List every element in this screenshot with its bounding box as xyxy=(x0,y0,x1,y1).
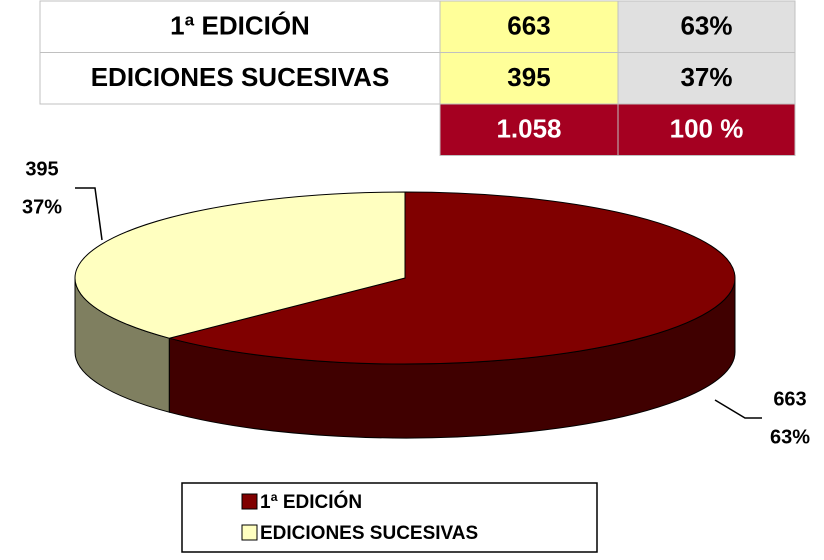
table-cell xyxy=(439,0,619,53)
total-cell xyxy=(617,103,796,156)
total-cell xyxy=(439,103,619,156)
table-cell xyxy=(617,0,796,53)
data-label: 395 xyxy=(25,158,58,180)
data-label: 663 xyxy=(773,388,806,410)
cell-text: 395 xyxy=(507,62,550,92)
legend-label: 1ª EDICIÓN xyxy=(260,491,362,513)
slice xyxy=(74,191,406,339)
table-cell xyxy=(39,52,441,105)
slice xyxy=(167,191,736,365)
table-cell xyxy=(39,0,441,53)
leader-line xyxy=(75,187,103,241)
cell-text: EDICIONES SUCESIVAS xyxy=(91,62,390,92)
table-cell xyxy=(439,52,619,105)
legend-swatch xyxy=(241,524,258,541)
cell-text: 63% xyxy=(680,11,732,41)
total-text: 100 % xyxy=(670,114,744,144)
legend-label: EDICIONES SUCESIVAS xyxy=(260,523,478,544)
cell-text: 37% xyxy=(680,62,732,92)
leader-line xyxy=(714,399,762,419)
percent-label: 63% xyxy=(770,426,810,448)
table-cell xyxy=(617,52,796,105)
cell-text: 1ª EDICIÓN xyxy=(170,11,310,41)
cell-text: 663 xyxy=(507,11,550,41)
percent-label: 37% xyxy=(22,196,62,218)
legend-swatch xyxy=(241,493,258,510)
total-text: 1.058 xyxy=(496,114,561,144)
